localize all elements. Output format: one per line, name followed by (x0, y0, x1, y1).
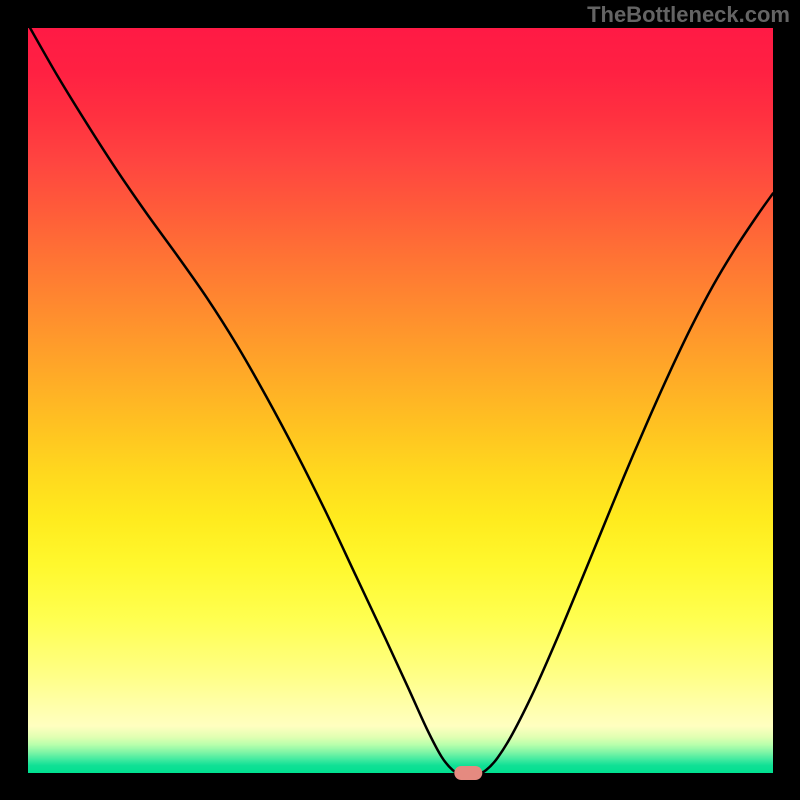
optimal-point-marker (454, 766, 482, 780)
chart-container: TheBottleneck.com (0, 0, 800, 800)
chart-plot-area (28, 28, 773, 773)
bottleneck-chart (0, 0, 800, 800)
